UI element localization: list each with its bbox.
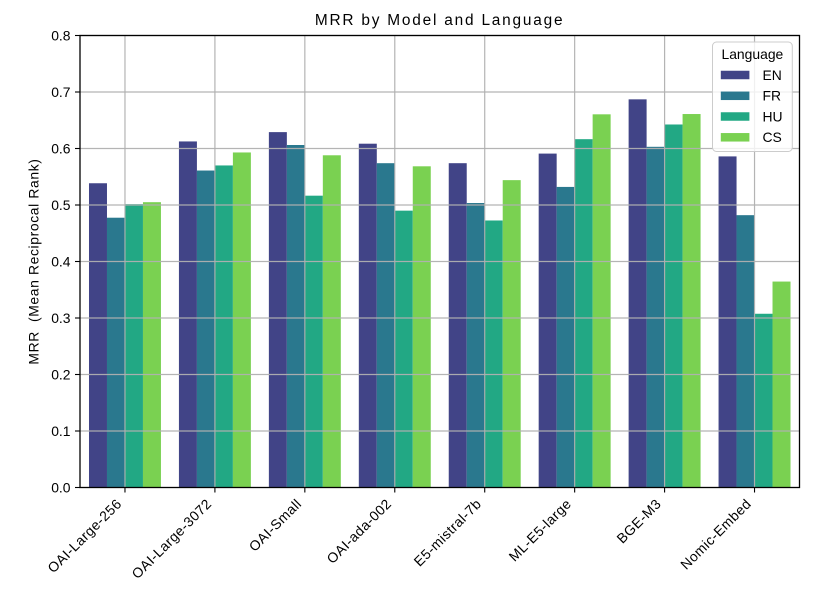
- svg-text:FR: FR: [763, 88, 782, 104]
- svg-text:0.6: 0.6: [51, 141, 71, 157]
- svg-text:HU: HU: [763, 108, 783, 124]
- svg-text:0.3: 0.3: [51, 310, 71, 326]
- svg-text:0.8: 0.8: [51, 28, 71, 44]
- svg-text:0.4: 0.4: [51, 254, 71, 270]
- svg-text:Language: Language: [721, 46, 783, 62]
- svg-text:0.5: 0.5: [51, 197, 71, 213]
- svg-text:CS: CS: [763, 129, 782, 145]
- svg-text:0.1: 0.1: [51, 423, 71, 439]
- svg-text:0.0: 0.0: [51, 480, 71, 496]
- svg-text:0.7: 0.7: [51, 84, 71, 100]
- svg-text:MRR (Mean Reciprocal Rank): MRR (Mean Reciprocal Rank): [26, 158, 42, 364]
- svg-text:0.2: 0.2: [51, 367, 71, 383]
- svg-text:EN: EN: [763, 67, 782, 83]
- svg-text:MRR by Model and Language: MRR by Model and Language: [315, 12, 564, 29]
